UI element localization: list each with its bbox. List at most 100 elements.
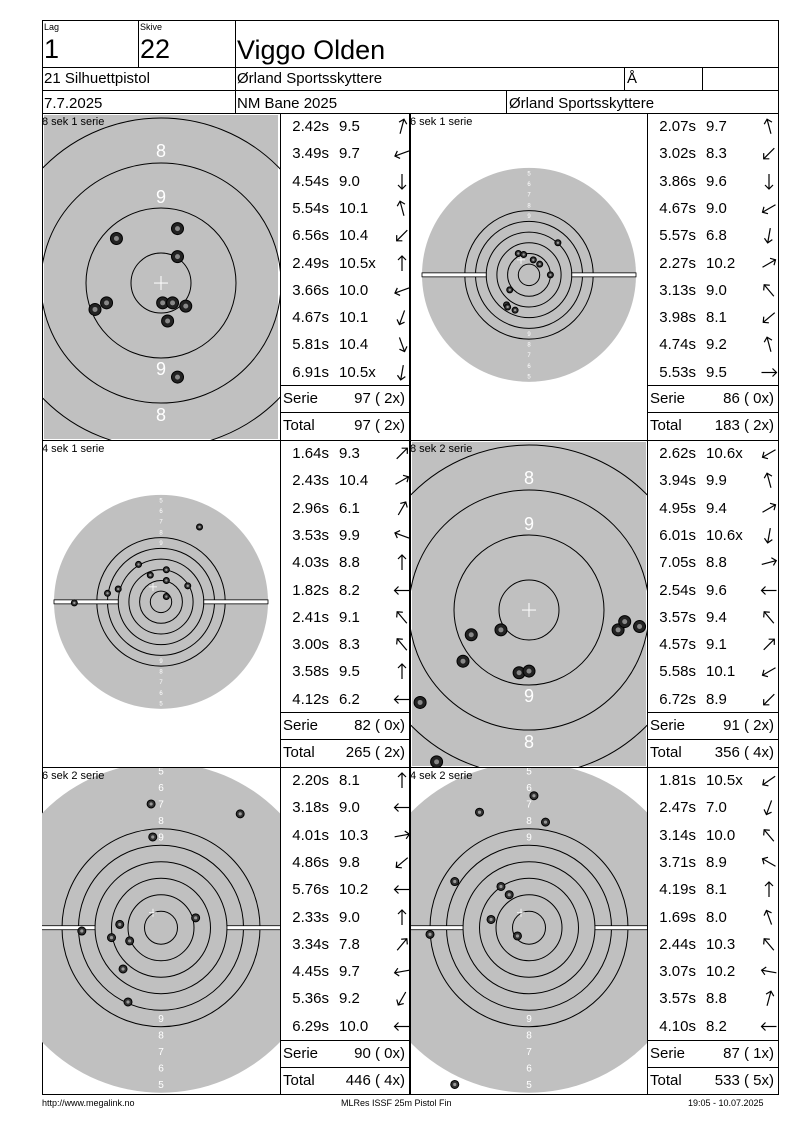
shot-hole-center (175, 374, 180, 380)
shot-row: 6.01s 10.6x (654, 522, 778, 549)
shot-value: 8.8 (706, 990, 727, 1008)
shot-hole-center (417, 699, 423, 705)
footer-url[interactable]: http://www.megalink.no (42, 1098, 135, 1108)
shot-row: 4.67s 10.1 (287, 304, 409, 331)
shot-value: 10.5x (339, 254, 376, 272)
shot-direction-arrow-icon (391, 904, 413, 931)
shot-time: 1.81s (659, 772, 696, 789)
shot-row: 3.53s 9.9 (287, 522, 410, 549)
shot-time: 5.36s (292, 990, 329, 1008)
target-ring (127, 894, 195, 962)
shot-value: 9.3 (339, 445, 360, 462)
target-ring (149, 590, 173, 614)
shot-hole-center (453, 879, 457, 884)
target-ring (42, 117, 280, 440)
shot-time: 5.57s (659, 227, 696, 245)
shot-value: 9.5 (706, 363, 727, 381)
shot-time: 3.13s (659, 281, 696, 299)
serie-label: Serie (283, 1045, 319, 1062)
target-image: 5 6 7 8 9 9 8 7 6 5 (42, 767, 280, 1093)
shot-time: 3.49s (292, 145, 329, 163)
shot-time: 6.29s (292, 1017, 329, 1035)
event-name: NM Bane 2025 (237, 95, 338, 112)
shot-row: 5.53s 9.5 (654, 359, 778, 386)
ring-label: 6 (159, 509, 163, 515)
ring-label: 8 (527, 203, 531, 209)
shot-time: 5.81s (292, 336, 329, 354)
shot-hole-center (513, 308, 517, 312)
shot-row: 2.44s 10.3 (654, 931, 778, 958)
shot-row: 2.49s 10.5x (287, 250, 409, 277)
shot-value: 10.4 (339, 472, 369, 490)
shot-hole-center (117, 587, 120, 591)
serie-score: 86 ( 0x) (723, 390, 774, 407)
target-ring (42, 162, 280, 404)
shot-direction-arrow-icon (758, 658, 780, 685)
shot-hole-center (186, 584, 189, 588)
ring-label: 5 (527, 375, 531, 381)
ring-label: 8 (526, 816, 532, 827)
target-ring (139, 579, 183, 624)
serie-label: 6 sek 1 serie (410, 116, 473, 128)
target-background (54, 494, 268, 709)
shot-hole-center (126, 1000, 130, 1004)
shot-direction-arrow-icon (391, 767, 413, 794)
shot-value: 9.6 (706, 581, 727, 599)
ring-label: 9 (159, 659, 163, 665)
target-image: 8 9 9 8 (410, 442, 648, 767)
match-date: 7.7.2025 (44, 95, 103, 112)
shot-direction-arrow-icon (391, 304, 413, 331)
shot-direction-arrow-icon (391, 876, 413, 903)
shot-row: 4.45s 9.7 (287, 958, 410, 985)
shot-row: 3.66s 10.0 (287, 277, 410, 304)
shot-direction-arrow-icon (391, 140, 413, 167)
shot-value: 8.8 (339, 554, 360, 572)
shot-hole-center (556, 241, 560, 244)
shot-row: 2.33s 9.0 (287, 904, 409, 931)
shot-row: 2.43s 10.4 (287, 467, 410, 494)
serie-label: 8 sek 1 serie (42, 116, 105, 128)
total-score: 265 ( 2x) (345, 744, 405, 761)
shot-value: 10.0 (339, 1017, 369, 1035)
shot-time: 4.12s (292, 690, 329, 708)
shot-hole-center (165, 579, 168, 582)
shot-row: 5.54s 10.1 (287, 195, 409, 222)
target-image: 5 6 7 8 9 9 8 7 6 5 (421, 167, 637, 382)
total-label: Total (283, 744, 315, 761)
shot-time: 3.14s (659, 826, 696, 844)
shot-direction-arrow-icon (758, 958, 780, 985)
shot-row: 3.94s 9.9 (654, 467, 778, 494)
shot-direction-arrow-icon (758, 631, 780, 658)
shot-direction-arrow-icon (758, 686, 780, 713)
ring-label: 8 (156, 141, 166, 161)
shot-direction-arrow-icon (391, 277, 413, 304)
shot-value: 9.0 (339, 799, 360, 817)
shot-hole-center (238, 812, 242, 816)
shot-hole-center (128, 939, 132, 943)
shot-time: 2.49s (292, 254, 329, 272)
shot-table: 2.42s 9.5 3.49s 9.7 4.54s 9.0 5.54s 10.1 6.56s 10… (280, 113, 410, 440)
ring-label: 7 (527, 353, 531, 359)
shot-hole-center (80, 929, 84, 933)
shot-value: 8.2 (706, 1017, 727, 1035)
total-label: Total (650, 744, 682, 761)
shot-time: 2.33s (292, 908, 329, 926)
shot-row: 4.86s 9.8 (287, 849, 409, 876)
shot-row: 5.36s 9.2 (287, 985, 409, 1012)
aiming-bar-right (226, 925, 280, 931)
shot-direction-arrow-icon (391, 440, 413, 467)
shot-value: 10.2 (339, 881, 369, 899)
shot-hole-center (468, 632, 474, 638)
footer-timestamp: 19:05 - 10.07.2025 (688, 1098, 764, 1108)
shot-hole-center (532, 794, 536, 798)
shot-direction-arrow-icon (758, 168, 780, 195)
shot-direction-arrow-icon (758, 467, 780, 494)
serie-label: Serie (283, 390, 319, 407)
shot-time: 5.53s (659, 363, 696, 381)
shot-direction-arrow-icon (391, 658, 413, 685)
ring-label: 8 (524, 732, 534, 752)
target-image: 8 9 9 8 (42, 115, 280, 440)
shot-value: 8.1 (339, 772, 360, 789)
total-label: Total (283, 1072, 315, 1089)
shot-direction-arrow-icon (391, 686, 413, 713)
